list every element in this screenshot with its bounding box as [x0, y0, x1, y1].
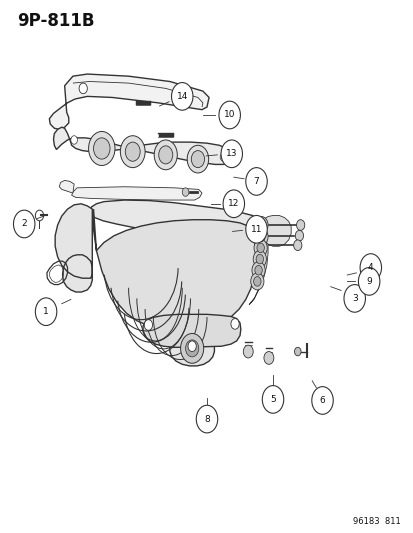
Circle shape [171, 83, 192, 110]
Polygon shape [263, 215, 290, 246]
Circle shape [254, 216, 268, 233]
Polygon shape [49, 74, 209, 130]
Polygon shape [93, 209, 255, 330]
Circle shape [254, 228, 268, 245]
Circle shape [14, 210, 35, 238]
Polygon shape [143, 314, 240, 348]
Circle shape [188, 341, 196, 352]
Circle shape [187, 146, 208, 173]
Text: 11: 11 [250, 225, 261, 234]
Circle shape [294, 230, 303, 241]
Circle shape [182, 188, 188, 196]
Text: 5: 5 [270, 395, 275, 404]
Circle shape [218, 101, 240, 129]
Circle shape [196, 405, 217, 433]
Circle shape [257, 232, 265, 241]
Circle shape [71, 136, 77, 144]
Circle shape [296, 220, 304, 230]
Text: 6: 6 [319, 396, 325, 405]
Text: 8: 8 [204, 415, 209, 424]
Circle shape [120, 136, 145, 167]
Text: 9P-811B: 9P-811B [17, 12, 95, 30]
Circle shape [191, 151, 204, 167]
Circle shape [263, 352, 273, 365]
Circle shape [221, 140, 242, 167]
Text: 4: 4 [367, 263, 373, 272]
Circle shape [250, 273, 263, 290]
Circle shape [125, 142, 140, 161]
Polygon shape [71, 187, 202, 200]
Text: 12: 12 [228, 199, 239, 208]
Text: 10: 10 [223, 110, 235, 119]
Polygon shape [90, 200, 257, 233]
Circle shape [254, 265, 262, 275]
Circle shape [180, 334, 203, 364]
Circle shape [35, 298, 57, 326]
Polygon shape [53, 127, 232, 165]
Circle shape [256, 254, 263, 264]
Circle shape [256, 243, 264, 253]
Polygon shape [169, 331, 214, 366]
Circle shape [220, 153, 226, 161]
Polygon shape [55, 204, 92, 292]
Circle shape [243, 345, 253, 358]
Circle shape [253, 251, 266, 268]
Circle shape [311, 386, 332, 414]
Circle shape [359, 254, 381, 281]
Circle shape [144, 320, 152, 330]
Circle shape [154, 140, 177, 169]
Circle shape [88, 132, 115, 165]
Text: 13: 13 [225, 149, 237, 158]
Polygon shape [249, 219, 268, 305]
Text: 14: 14 [176, 92, 188, 101]
Circle shape [343, 285, 365, 312]
Circle shape [358, 268, 379, 295]
Circle shape [252, 262, 265, 279]
Circle shape [254, 239, 267, 256]
Circle shape [262, 385, 283, 413]
Text: 2: 2 [21, 220, 27, 229]
Circle shape [245, 167, 267, 195]
Circle shape [158, 146, 172, 164]
Circle shape [245, 215, 267, 243]
Circle shape [230, 319, 239, 329]
Text: 9: 9 [366, 277, 371, 286]
Circle shape [79, 83, 87, 94]
Text: 7: 7 [253, 177, 259, 186]
Circle shape [93, 138, 110, 159]
Circle shape [223, 190, 244, 217]
Circle shape [294, 348, 300, 356]
Text: 96183  811: 96183 811 [352, 517, 400, 526]
Polygon shape [59, 180, 74, 193]
Circle shape [293, 240, 301, 251]
Circle shape [253, 277, 261, 286]
Text: 3: 3 [351, 294, 357, 303]
Text: 1: 1 [43, 307, 49, 316]
Circle shape [185, 340, 198, 357]
Circle shape [257, 220, 265, 230]
